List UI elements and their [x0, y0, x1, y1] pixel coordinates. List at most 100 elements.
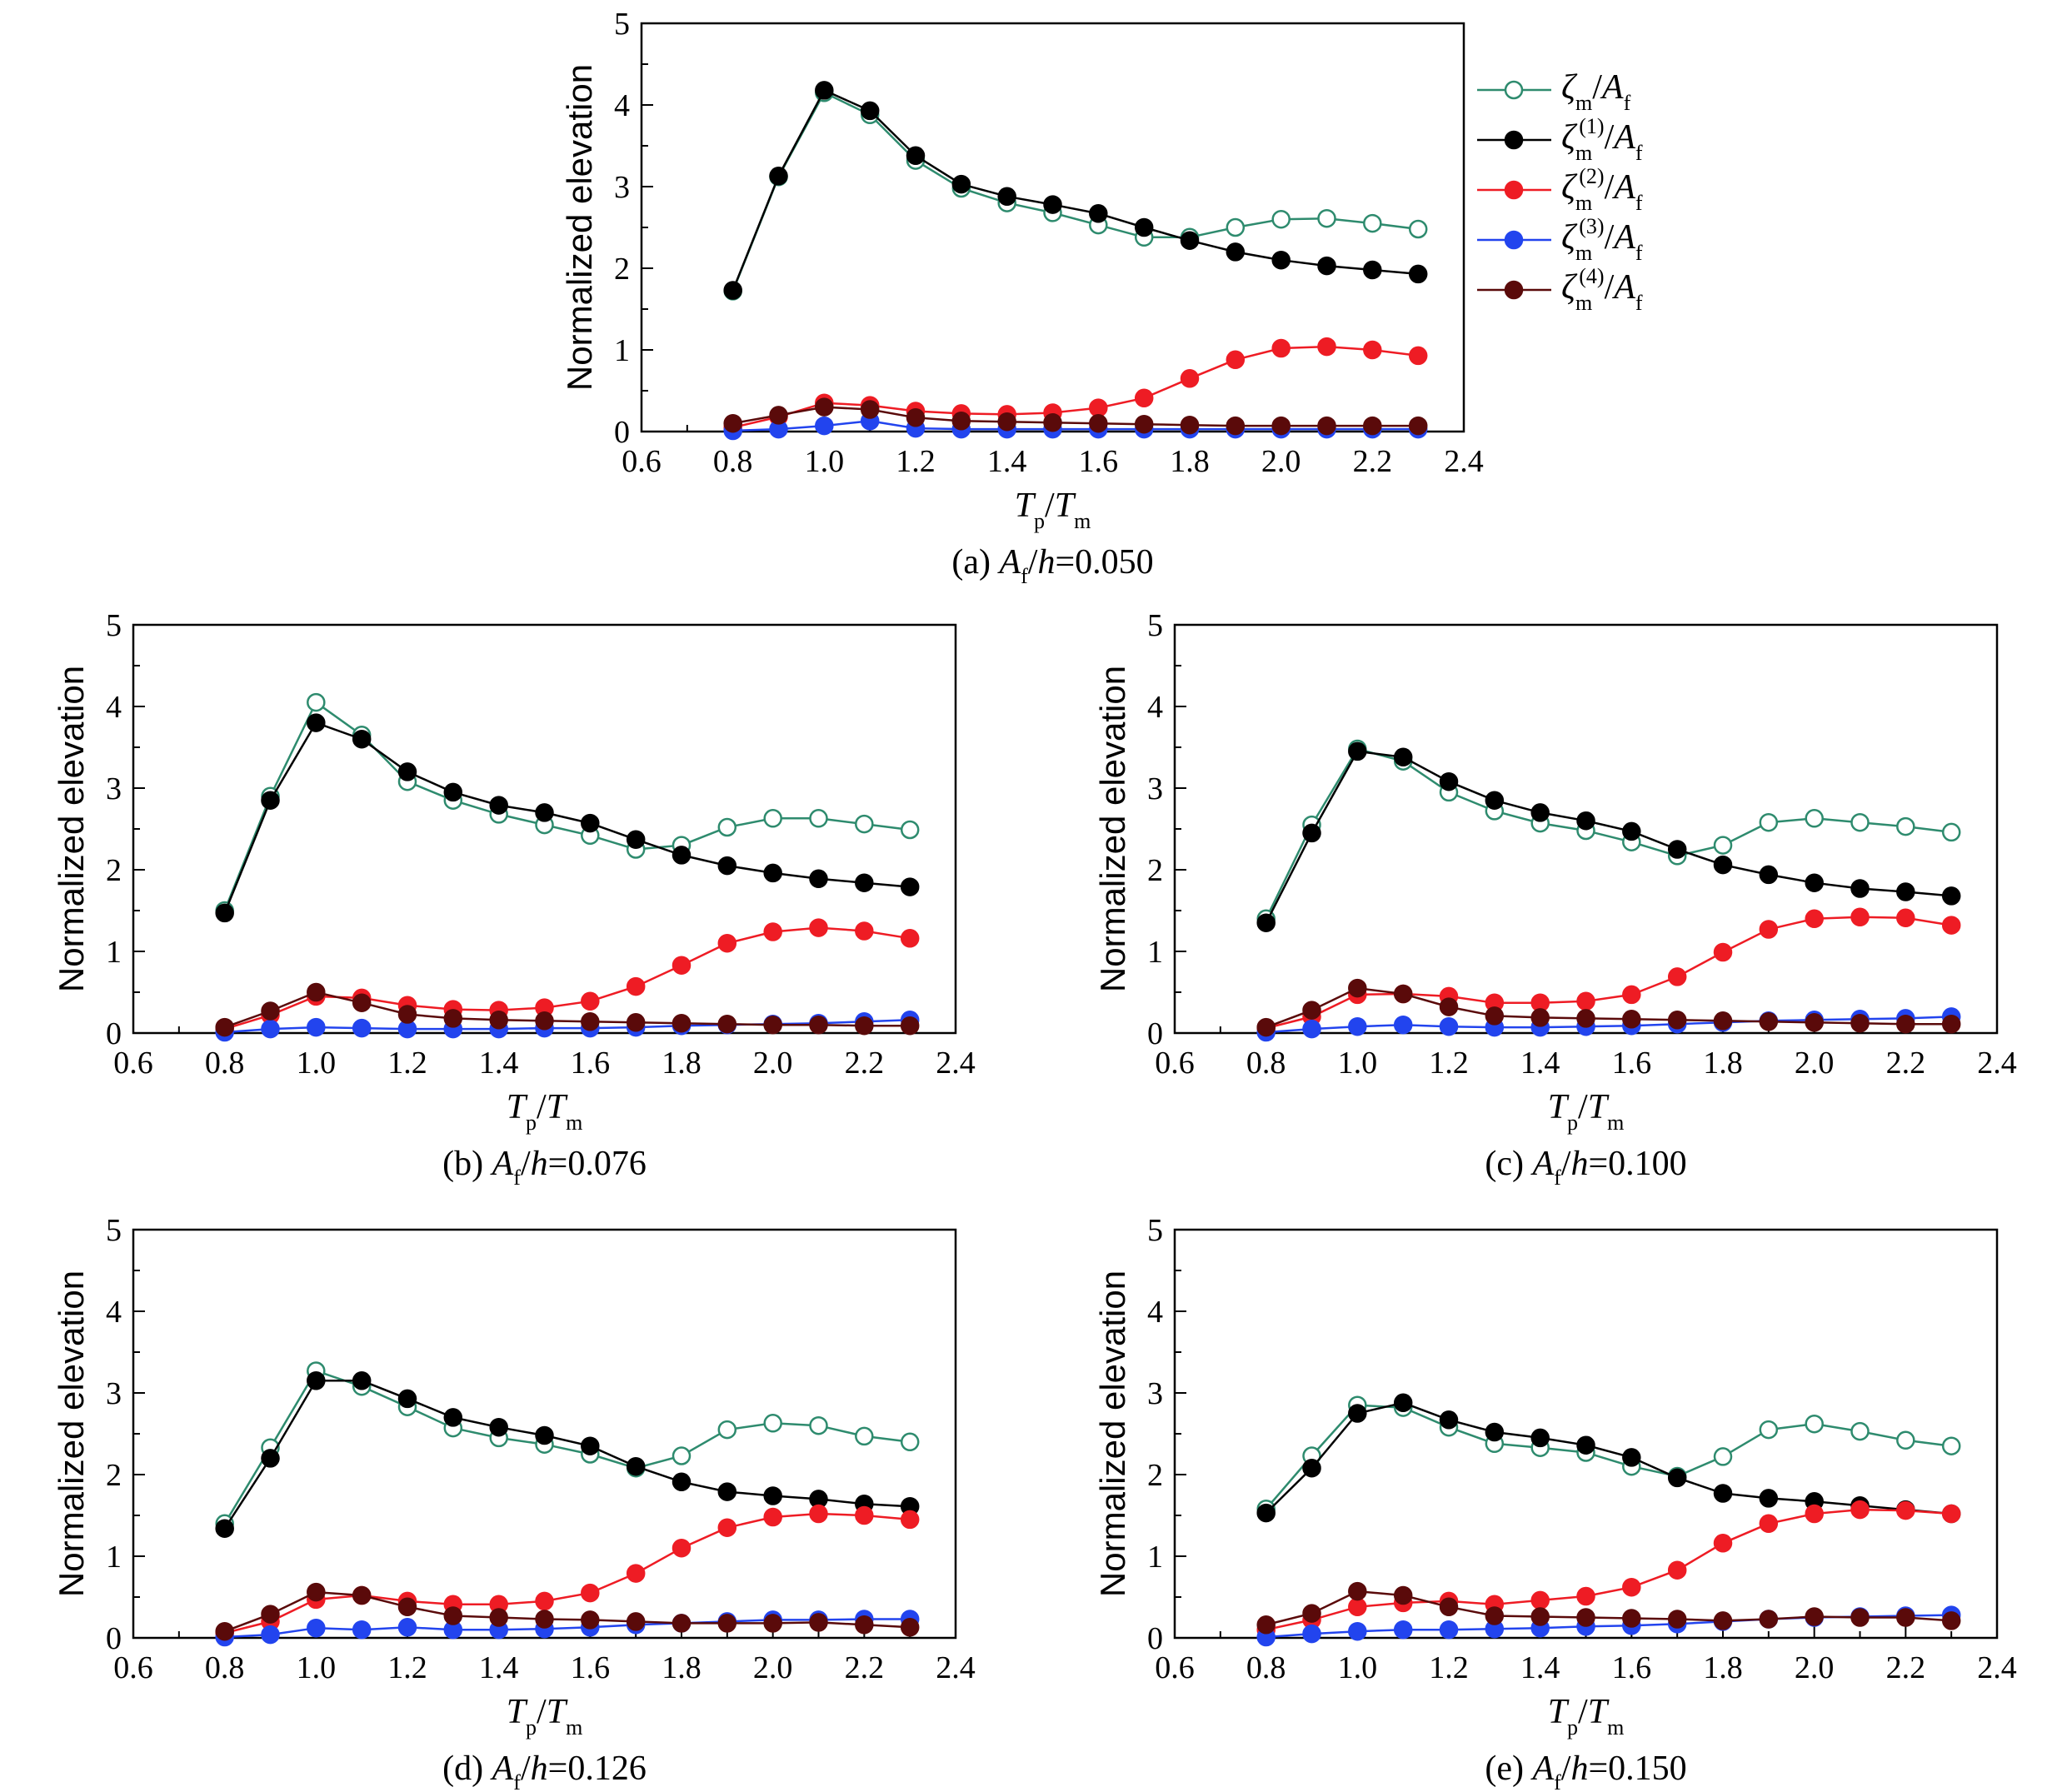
data-point-fourth — [307, 1582, 326, 1602]
legend-denom-sub: f — [1635, 191, 1643, 215]
x-tick-label: 2.4 — [1444, 444, 1484, 479]
data-point-second — [1896, 908, 1915, 928]
y-tick-label: 5 — [106, 1213, 122, 1248]
data-point-first — [1530, 803, 1550, 822]
legend-denom: A — [1600, 68, 1624, 107]
caption-equals: = — [1588, 1750, 1608, 1788]
data-point-fourth — [717, 1614, 737, 1633]
data-point-second — [855, 1505, 874, 1525]
data-point-fourth — [215, 1017, 234, 1037]
data-point-fourth — [1667, 1011, 1687, 1030]
data-point-total — [1713, 836, 1733, 855]
panel-label: (e) — [1485, 1750, 1532, 1788]
x-tick-label: 2.0 — [753, 1046, 793, 1081]
data-point-second — [1622, 985, 1641, 1005]
series-line-second — [1266, 1508, 1952, 1631]
data-point-fourth — [1393, 1585, 1413, 1605]
y-tick-label: 4 — [106, 690, 122, 725]
x-tick-label: 2.0 — [753, 1650, 793, 1685]
data-point-second — [1667, 967, 1687, 986]
caption-A: A — [490, 1750, 514, 1788]
chart-panel-1: 0.6 0.8 1.0 1.2 1.4 1.6 1.8 2.0 2.2 2.4 0 1 2 3 4 5 Norm… — [52, 608, 976, 1190]
data-point-first — [1393, 1393, 1413, 1413]
x-title-slash: / — [1578, 1693, 1588, 1731]
x-tick-label: 1.4 — [479, 1046, 519, 1081]
series-line-fourth — [224, 991, 911, 1029]
data-point-first — [1850, 879, 1870, 898]
data-point-third — [261, 1019, 280, 1039]
data-point-fourth — [1256, 1615, 1276, 1635]
data-point-first — [855, 873, 874, 892]
data-point-first — [769, 167, 788, 186]
data-point-fourth — [855, 1016, 874, 1036]
x-axis-title: Tp/Tm — [507, 1693, 583, 1740]
data-point-first — [1089, 204, 1108, 223]
data-point-first — [1576, 1435, 1595, 1455]
data-point-third — [261, 1625, 280, 1645]
x-tick-label: 1.0 — [297, 1046, 337, 1081]
caption-sub-f: f — [513, 1770, 521, 1792]
panel-caption: (d) Af/h=0.126 — [442, 1750, 647, 1792]
legend-label: ζm/Af — [1561, 68, 1631, 115]
x-tick-label: 1.8 — [1703, 1046, 1743, 1081]
data-point-fourth — [769, 406, 788, 425]
caption-slash: / — [1561, 1145, 1571, 1183]
data-point-first — [900, 877, 920, 896]
x-tick-label: 0.6 — [1155, 1046, 1195, 1081]
data-point-fourth — [1256, 1017, 1276, 1037]
x-tick-label: 1.6 — [1612, 1650, 1652, 1685]
y-tick-label: 1 — [1147, 935, 1163, 970]
series-line-third — [224, 1019, 911, 1034]
data-point-total — [1713, 1447, 1733, 1466]
x-tick-label: 1.2 — [387, 1046, 427, 1081]
data-point-first — [1317, 256, 1336, 276]
x-tick-label: 0.6 — [113, 1046, 153, 1081]
data-point-third — [1302, 1019, 1321, 1039]
x-title-sub-p: p — [526, 1715, 537, 1740]
x-axis-title: Tp/Tm — [1015, 487, 1091, 533]
data-point-first — [1485, 791, 1505, 810]
data-point-total — [1896, 816, 1915, 836]
data-point-first — [307, 1371, 326, 1390]
x-tick-label: 2.2 — [1353, 444, 1393, 479]
series-line-second — [732, 345, 1419, 429]
data-point-total — [1271, 209, 1291, 229]
y-axis-title: Normalized elevation — [1093, 666, 1132, 992]
data-point-first — [1226, 242, 1246, 262]
legend-sub: m — [1575, 91, 1592, 115]
data-point-fourth — [1271, 416, 1291, 436]
legend-label: ζm (4)/Af — [1561, 264, 1643, 315]
data-point-fourth — [1805, 1013, 1824, 1032]
data-point-first — [261, 791, 280, 810]
data-point-first — [535, 803, 554, 822]
x-title-T: T — [1055, 487, 1076, 525]
x-tick-label: 1.4 — [987, 444, 1027, 479]
legend-sup: (2) — [1579, 164, 1604, 188]
caption-slash: / — [1561, 1750, 1571, 1788]
y-tick-label: 4 — [1147, 1295, 1163, 1330]
data-point-first — [951, 174, 971, 194]
legend-symbol: ζ — [1561, 168, 1578, 207]
data-point-first — [860, 101, 880, 121]
data-point-first — [1439, 771, 1459, 791]
data-point-second — [626, 1564, 646, 1583]
data-point-fourth — [397, 1005, 417, 1024]
series-line-fourth — [732, 406, 1419, 427]
data-point-total — [1805, 809, 1824, 828]
y-tick-label: 1 — [614, 333, 630, 368]
y-axis-title: Normalized elevation — [560, 64, 599, 391]
data-point-fourth — [1896, 1014, 1915, 1034]
data-point-fourth — [1363, 416, 1382, 436]
data-point-fourth — [906, 408, 926, 427]
x-tick-label: 1.6 — [1079, 444, 1119, 479]
x-tick-label: 2.4 — [1977, 1046, 2017, 1081]
data-point-second — [1896, 1500, 1915, 1520]
data-point-third — [352, 1018, 372, 1038]
caption-sub-f: f — [1554, 1770, 1561, 1792]
data-point-first — [1941, 886, 1961, 906]
data-point-first — [1667, 1468, 1687, 1488]
data-point-first — [443, 1408, 463, 1427]
data-point-third — [1302, 1624, 1321, 1644]
data-point-first — [626, 1456, 646, 1476]
